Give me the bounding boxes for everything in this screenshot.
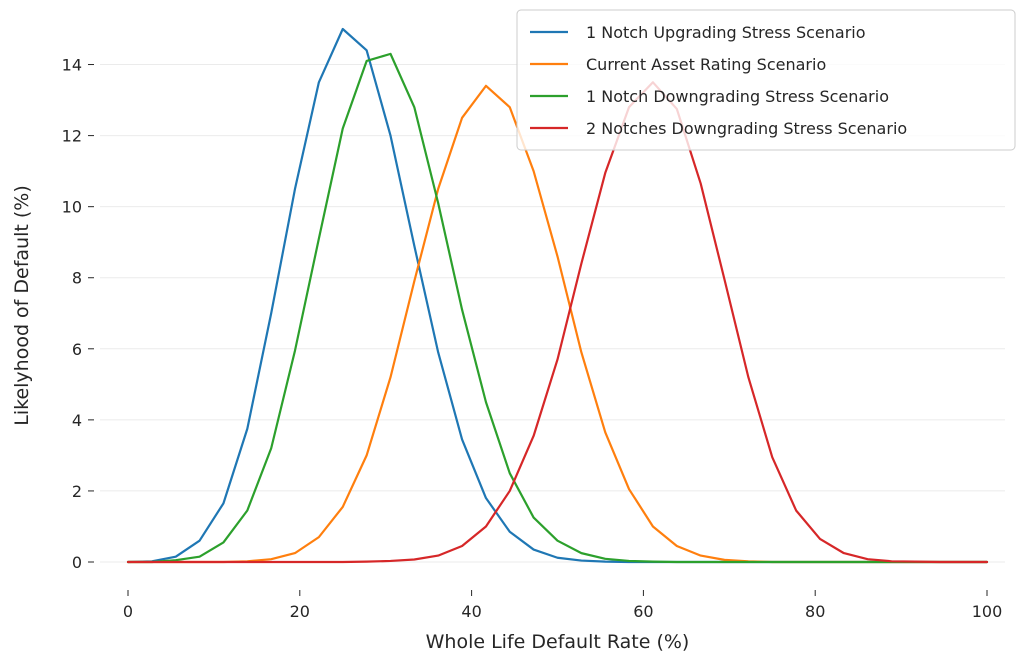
legend-entry: Current Asset Rating Scenario — [586, 55, 826, 74]
x-axis: 0 20 40 60 80 100 — [123, 590, 1002, 621]
grid-lines — [100, 64, 1005, 563]
x-tick-label: 80 — [805, 602, 825, 621]
x-tick-label: 40 — [461, 602, 481, 621]
series-line-3 — [126, 52, 989, 564]
y-axis-title: Likelyhood of Default (%) — [11, 185, 33, 426]
y-axis: 0 2 4 6 8 10 12 14 — [62, 56, 94, 572]
series-line-4 — [126, 81, 989, 564]
y-tick-label: 6 — [72, 340, 82, 359]
series-lines — [126, 27, 989, 564]
legend-entry: 1 Notch Upgrading Stress Scenario — [586, 23, 866, 42]
y-tick-label: 0 — [72, 553, 82, 572]
y-tick-label: 10 — [62, 198, 82, 217]
y-tick-label: 12 — [62, 127, 82, 146]
legend: 1 Notch Upgrading Stress Scenario Current… — [516, 9, 1016, 151]
x-tick-label: 20 — [290, 602, 310, 621]
x-tick-label: 100 — [972, 602, 1003, 621]
x-tick-label: 0 — [123, 602, 133, 621]
legend-entry: 2 Notches Downgrading Stress Scenario — [586, 119, 907, 138]
legend-box — [516, 9, 1016, 151]
y-tick-label: 14 — [62, 56, 82, 75]
y-tick-label: 8 — [72, 269, 82, 288]
legend-entry: 1 Notch Downgrading Stress Scenario — [586, 87, 889, 106]
y-tick-label: 2 — [72, 482, 82, 501]
x-tick-label: 60 — [633, 602, 653, 621]
x-axis-title: Whole Life Default Rate (%) — [426, 631, 690, 653]
y-tick-label: 4 — [72, 411, 82, 430]
